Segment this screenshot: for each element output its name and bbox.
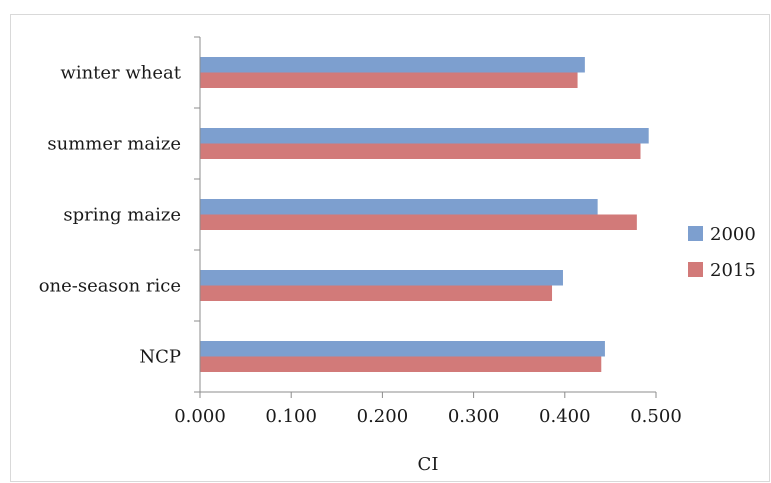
category-label: NCP (139, 347, 181, 368)
bar-2000 (200, 270, 563, 286)
x-tick-label: 0.300 (448, 406, 500, 427)
bar-2015 (200, 356, 602, 372)
legend: 2000 2015 (688, 224, 756, 281)
x-tick-label: 0.100 (265, 406, 317, 427)
category-label: spring maize (63, 205, 181, 226)
x-tick-label: 0.200 (357, 406, 409, 427)
legend-swatch-2000 (688, 226, 703, 241)
legend-swatch-2015 (688, 262, 703, 277)
category-label: summer maize (47, 134, 181, 155)
category-label: winter wheat (60, 63, 181, 84)
x-tick-label: 0.000 (174, 406, 226, 427)
bar-2000 (200, 199, 598, 215)
bar-2015 (200, 72, 578, 88)
bar-2000 (200, 128, 649, 144)
category-labels: winter wheat summer maize spring maize one-… (39, 63, 182, 368)
legend-label-2000: 2000 (710, 224, 756, 245)
bar-2015 (200, 214, 637, 230)
chart-frame (10, 14, 770, 482)
category-label: one-season rice (39, 276, 181, 297)
bar-2015 (200, 143, 641, 159)
bar-2015 (200, 285, 553, 301)
legend-label-2015: 2015 (710, 260, 756, 281)
tick-group: 0.000 0.100 0.200 0.300 0.400 0.500 (174, 36, 682, 427)
x-tick-label: 0.500 (630, 406, 682, 427)
bar-group (200, 57, 649, 372)
bar-2000 (200, 341, 605, 357)
x-axis-title: CI (418, 454, 439, 475)
bar-2000 (200, 57, 585, 73)
x-tick-label: 0.400 (539, 406, 591, 427)
axes (199, 37, 656, 393)
